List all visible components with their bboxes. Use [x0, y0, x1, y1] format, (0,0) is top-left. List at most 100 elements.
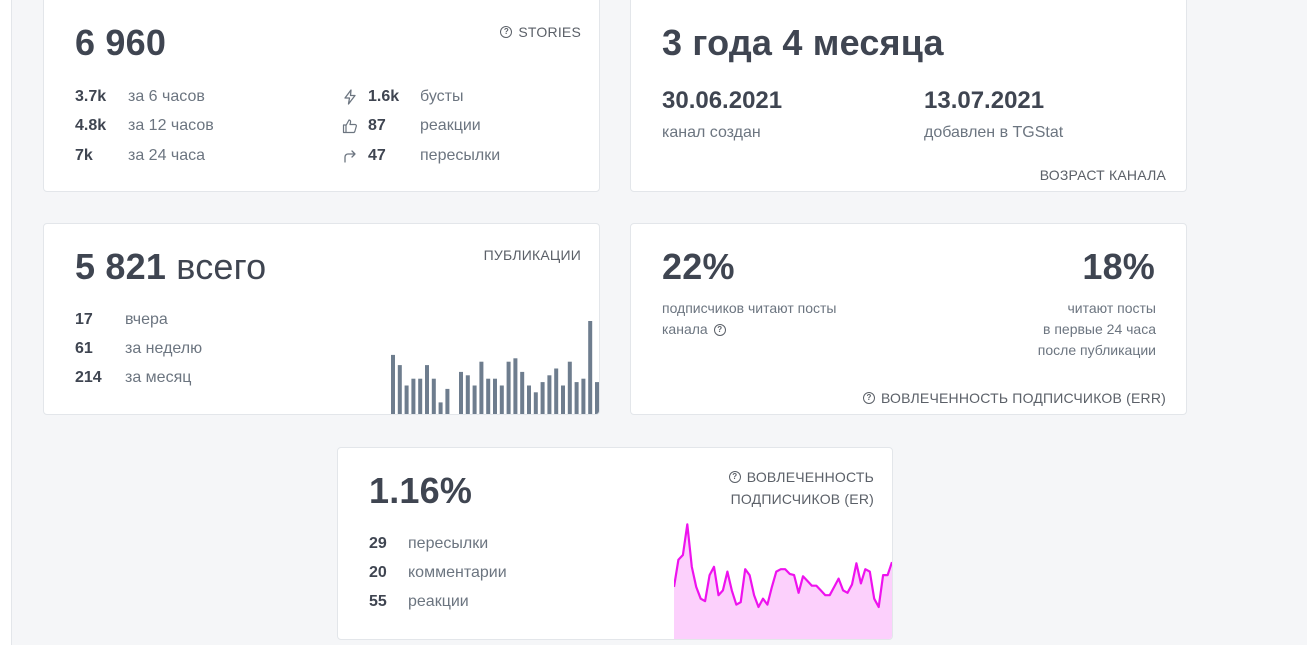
channel-added-date: 13.07.2021: [924, 87, 1045, 114]
publications-bar: [520, 371, 525, 414]
stories-views-label: за 6 часов: [128, 88, 205, 105]
publications-row-value: 17: [75, 311, 93, 328]
publications-bar: [486, 378, 491, 414]
stories-forwards-value: 47: [368, 147, 386, 164]
publications-bar: [588, 321, 593, 414]
publications-bar: [438, 402, 443, 414]
er-line-chart: [674, 523, 892, 639]
er-title-line: ПОДПИСЧИКОВ (ER): [730, 491, 874, 507]
channel-age-duration: 3 года 4 месяца: [662, 22, 944, 63]
forward-arrow-icon: [342, 148, 360, 164]
publications-bar: [595, 382, 599, 414]
stories-views-value: 4.8k: [75, 117, 107, 134]
stories-views-label: за 24 часа: [128, 147, 206, 164]
publications-row-label: за месяц: [125, 369, 192, 386]
publications-bar: [465, 375, 470, 414]
publications-row-value: 61: [75, 340, 93, 357]
er-card: 1.16% ? ВОВЛЕЧЕННОСТЬ ПОДПИСЧИКОВ (ER) 2…: [337, 447, 893, 640]
er-row-value: 29: [369, 535, 387, 552]
publications-bar: [540, 382, 545, 414]
publications-row: 17 вчера: [75, 311, 168, 329]
publications-bar: [479, 361, 484, 414]
lightning-icon: [342, 89, 360, 105]
channel-added-label: добавлен в TGStat: [924, 124, 1064, 141]
publications-card: 5 821 всего ПУБЛИКАЦИИ 17 вчера 61 за не…: [43, 223, 600, 415]
publications-row: 214 за месяц: [75, 369, 191, 387]
publications-bar: [459, 371, 463, 414]
err-percent-left: 22%: [662, 246, 735, 287]
stories-boosts-value: 1.6k: [368, 88, 400, 105]
help-icon[interactable]: ?: [500, 26, 513, 38]
publications-bar: [397, 365, 402, 414]
err-text-right: читают посты в первые 24 часа после публ…: [1038, 298, 1156, 361]
er-row-value: 20: [369, 564, 387, 581]
publications-bar: [391, 354, 395, 414]
publications-bar: [547, 375, 552, 414]
er-line-series: [674, 523, 892, 609]
er-row-label: пересылки: [408, 535, 489, 552]
stories-reactions-row: 87 реакции: [342, 117, 481, 135]
publications-bar: [425, 365, 429, 414]
stories-views-row: 7k за 24 часа: [75, 147, 205, 165]
er-row-value: 55: [369, 593, 387, 610]
stories-title[interactable]: ? STORIES: [500, 24, 581, 40]
publications-bar: [561, 385, 565, 414]
stories-views-label: за 12 часов: [128, 117, 214, 134]
publications-bar-chart: [391, 321, 599, 414]
publications-bar: [418, 378, 423, 414]
err-title-text: ВОВЛЕЧЕННОСТЬ ПОДПИСЧИКОВ (ERR): [880, 390, 1166, 406]
err-text-left-line: канала: [662, 321, 708, 337]
er-row: 20 комментарии: [369, 564, 507, 582]
publications-bar: [431, 378, 436, 414]
stories-boosts-label: бусты: [420, 88, 464, 105]
channel-created-date: 30.06.2021: [662, 87, 783, 114]
publications-row-label: за неделю: [125, 340, 203, 357]
publications-total-value: 5 821: [75, 246, 167, 287]
channel-age-title: ВОЗРАСТ КАНАЛА: [1039, 167, 1166, 183]
err-text-right-line: в первые 24 часа: [1043, 321, 1156, 337]
stories-total: 6 960: [75, 22, 167, 63]
channel-age-card: 3 года 4 месяца 30.06.2021 канал создан …: [630, 0, 1187, 192]
er-row-label: реакции: [408, 593, 469, 610]
publications-bar: [472, 385, 477, 414]
stories-boosts-row: 1.6k бусты: [342, 88, 463, 106]
err-text-right-line: после публикации: [1037, 342, 1156, 358]
thumbs-up-icon: [342, 118, 360, 134]
stories-forwards-label: пересылки: [420, 147, 501, 164]
help-icon[interactable]: ?: [862, 392, 875, 404]
publications-bar: [574, 382, 579, 414]
publications-bar: [513, 358, 518, 414]
publications-title: ПУБЛИКАЦИИ: [483, 247, 581, 263]
err-title[interactable]: ? ВОВЛЕЧЕННОСТЬ ПОДПИСЧИКОВ (ERR): [862, 390, 1166, 406]
stories-views-value: 3.7k: [75, 88, 107, 105]
help-icon[interactable]: ?: [713, 323, 726, 336]
stories-card: 6 960 ? STORIES 3.7k за 6 часов 4.8k за …: [43, 0, 600, 192]
err-card: 22% подписчиков читают посты канала ? 18…: [630, 223, 1187, 415]
er-row: 29 пересылки: [369, 535, 488, 553]
stories-views-row: 4.8k за 12 часов: [75, 117, 214, 135]
publications-bar: [527, 385, 531, 414]
er-title-line: ВОВЛЕЧЕННОСТЬ: [746, 469, 874, 485]
publications-bar: [411, 378, 416, 414]
publications-bar: [493, 378, 497, 414]
er-row: 55 реакции: [369, 593, 469, 611]
publications-bar: [533, 392, 538, 414]
publications-bar: [506, 361, 511, 414]
sidebar-edge: [0, 0, 12, 645]
publications-row: 61 за неделю: [75, 340, 202, 358]
stories-views-row: 3.7k за 6 часов: [75, 88, 205, 106]
stories-reactions-label: реакции: [420, 117, 481, 134]
publications-row-value: 214: [75, 369, 102, 386]
er-title[interactable]: ? ВОВЛЕЧЕННОСТЬ ПОДПИСЧИКОВ (ER): [728, 468, 874, 508]
publications-bar: [445, 388, 450, 414]
publications-bar: [567, 361, 572, 414]
publications-bar: [404, 385, 409, 414]
publications-bar: [554, 368, 559, 414]
publications-bar: [499, 385, 504, 414]
er-line-area: [674, 524, 892, 639]
er-row-label: комментарии: [408, 564, 507, 581]
publications-bar: [581, 378, 586, 414]
publications-row-label: вчера: [125, 311, 168, 328]
help-icon[interactable]: ?: [728, 471, 741, 483]
err-text-left: подписчиков читают посты канала ?: [662, 298, 836, 340]
